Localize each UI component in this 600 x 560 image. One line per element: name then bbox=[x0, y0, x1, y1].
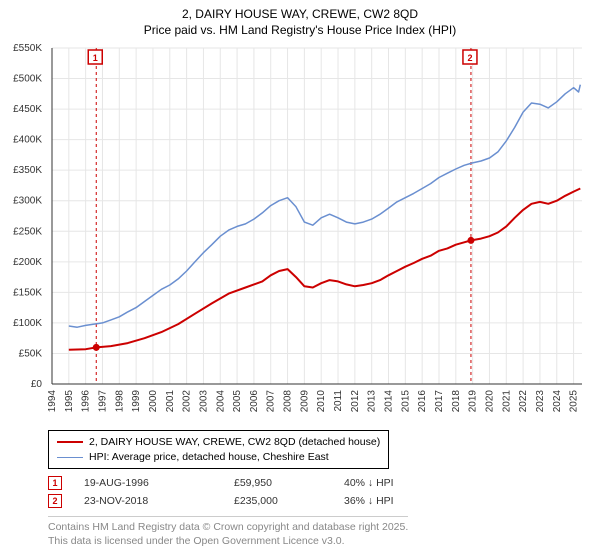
marker-badge-1: 1 bbox=[48, 476, 62, 490]
marker-delta-1: 40% ↓ HPI bbox=[344, 477, 464, 489]
chart-container: 2, DAIRY HOUSE WAY, CREWE, CW2 8QD Price… bbox=[0, 0, 600, 560]
footer-line-1: Contains HM Land Registry data © Crown c… bbox=[48, 516, 408, 535]
chart-area: £0£50K£100K£150K£200K£250K£300K£350K£400… bbox=[48, 42, 588, 422]
legend-label-hpi: HPI: Average price, detached house, Ches… bbox=[89, 450, 329, 465]
legend-swatch-hpi bbox=[57, 457, 83, 458]
markers-table: 1 19-AUG-1996 £59,950 40% ↓ HPI 2 23-NOV… bbox=[48, 474, 464, 510]
svg-text:2014: 2014 bbox=[384, 390, 395, 413]
svg-text:2023: 2023 bbox=[535, 390, 546, 413]
svg-text:2001: 2001 bbox=[165, 390, 176, 413]
svg-text:1999: 1999 bbox=[131, 390, 142, 413]
chart-titles: 2, DAIRY HOUSE WAY, CREWE, CW2 8QD Price… bbox=[0, 0, 600, 38]
svg-text:£100K: £100K bbox=[13, 318, 42, 329]
svg-text:£300K: £300K bbox=[13, 196, 42, 207]
svg-text:2024: 2024 bbox=[552, 390, 563, 413]
legend-item-price-paid: 2, DAIRY HOUSE WAY, CREWE, CW2 8QD (deta… bbox=[57, 435, 380, 450]
svg-text:2017: 2017 bbox=[434, 390, 445, 413]
svg-text:2008: 2008 bbox=[283, 390, 294, 413]
marker-price-2: £235,000 bbox=[234, 495, 344, 507]
svg-text:2011: 2011 bbox=[333, 390, 344, 412]
svg-text:1994: 1994 bbox=[47, 390, 58, 413]
chart-svg: £0£50K£100K£150K£200K£250K£300K£350K£400… bbox=[48, 42, 588, 422]
svg-text:2007: 2007 bbox=[266, 390, 277, 413]
svg-text:2000: 2000 bbox=[148, 390, 159, 413]
svg-text:2: 2 bbox=[467, 53, 472, 63]
svg-text:2002: 2002 bbox=[182, 390, 193, 413]
legend-item-hpi: HPI: Average price, detached house, Ches… bbox=[57, 450, 380, 465]
svg-text:2005: 2005 bbox=[232, 390, 243, 413]
svg-text:2006: 2006 bbox=[249, 390, 260, 413]
svg-text:2019: 2019 bbox=[468, 390, 479, 413]
marker-date-2: 23-NOV-2018 bbox=[84, 495, 234, 507]
svg-text:2012: 2012 bbox=[350, 390, 361, 413]
svg-text:£0: £0 bbox=[31, 379, 43, 390]
title-line-1: 2, DAIRY HOUSE WAY, CREWE, CW2 8QD bbox=[0, 6, 600, 22]
svg-text:2013: 2013 bbox=[367, 390, 378, 413]
svg-text:2021: 2021 bbox=[501, 390, 512, 413]
svg-text:1996: 1996 bbox=[81, 390, 92, 413]
svg-text:2003: 2003 bbox=[198, 390, 209, 413]
marker-price-1: £59,950 bbox=[234, 477, 344, 489]
legend-box: 2, DAIRY HOUSE WAY, CREWE, CW2 8QD (deta… bbox=[48, 430, 389, 469]
svg-text:£50K: £50K bbox=[19, 348, 43, 359]
svg-text:1997: 1997 bbox=[97, 390, 108, 413]
svg-text:£450K: £450K bbox=[13, 104, 42, 115]
legend-label-price-paid: 2, DAIRY HOUSE WAY, CREWE, CW2 8QD (deta… bbox=[89, 435, 380, 450]
svg-text:2018: 2018 bbox=[451, 390, 462, 413]
legend-swatch-price-paid bbox=[57, 441, 83, 443]
svg-text:1: 1 bbox=[93, 53, 98, 63]
svg-text:2016: 2016 bbox=[417, 390, 428, 413]
marker-row-2: 2 23-NOV-2018 £235,000 36% ↓ HPI bbox=[48, 492, 464, 510]
svg-text:£250K: £250K bbox=[13, 226, 42, 237]
svg-text:£200K: £200K bbox=[13, 257, 42, 268]
svg-text:2025: 2025 bbox=[569, 390, 580, 413]
svg-text:£350K: £350K bbox=[13, 165, 42, 176]
svg-text:£400K: £400K bbox=[13, 135, 42, 146]
svg-text:2020: 2020 bbox=[484, 390, 495, 413]
svg-text:2004: 2004 bbox=[215, 390, 226, 413]
title-line-2: Price paid vs. HM Land Registry's House … bbox=[0, 22, 600, 38]
footer-note: Contains HM Land Registry data © Crown c… bbox=[48, 516, 408, 548]
svg-text:£500K: £500K bbox=[13, 74, 42, 85]
footer-line-2: This data is licensed under the Open Gov… bbox=[48, 535, 408, 549]
marker-date-1: 19-AUG-1996 bbox=[84, 477, 234, 489]
marker-row-1: 1 19-AUG-1996 £59,950 40% ↓ HPI bbox=[48, 474, 464, 492]
marker-delta-2: 36% ↓ HPI bbox=[344, 495, 464, 507]
svg-text:1998: 1998 bbox=[114, 390, 125, 413]
svg-text:£150K: £150K bbox=[13, 287, 42, 298]
svg-text:2015: 2015 bbox=[400, 390, 411, 413]
svg-text:1995: 1995 bbox=[64, 390, 75, 413]
svg-text:£550K: £550K bbox=[13, 43, 42, 54]
marker-badge-2: 2 bbox=[48, 494, 62, 508]
svg-text:2009: 2009 bbox=[299, 390, 310, 413]
svg-text:2022: 2022 bbox=[518, 390, 529, 413]
svg-text:2010: 2010 bbox=[316, 390, 327, 413]
